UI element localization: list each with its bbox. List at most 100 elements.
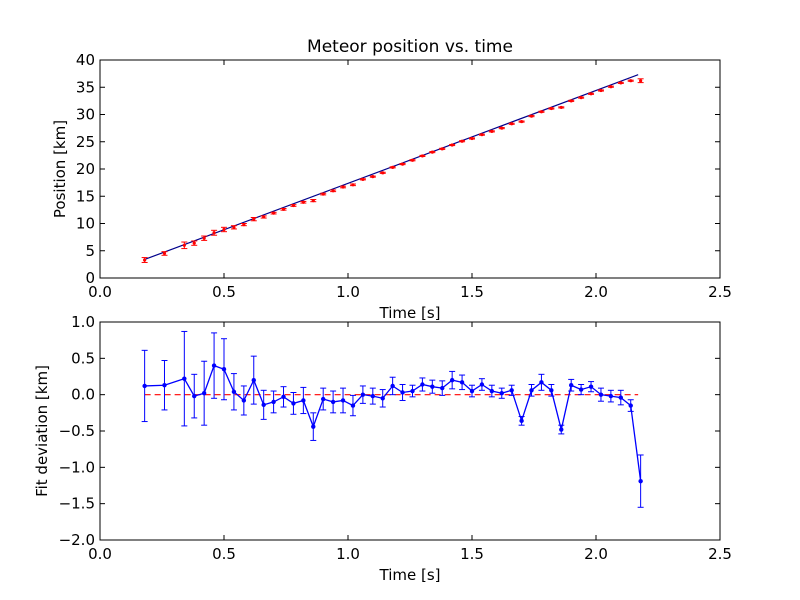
position-chart-x-axis-label: Time [s] [379, 304, 441, 322]
position-point [490, 129, 494, 133]
position-point [400, 162, 405, 166]
position-point [351, 183, 355, 187]
deviation-point [459, 380, 465, 385]
position-point [321, 192, 325, 196]
deviation-point [201, 391, 207, 396]
position-point [143, 258, 147, 262]
position-point [510, 122, 514, 126]
position-point [520, 119, 524, 124]
position-chart-y-tick-label: 20 [76, 160, 95, 178]
position-point [341, 185, 345, 189]
deviation-chart-ticks: 0.0 0.5 1.0 1.5 2.0 2.5 1.0 0.5 0.0 −0.5 −1.0 −1.5 −… [59, 313, 732, 563]
position-chart-y-tick-label: 0 [85, 269, 95, 287]
deviation-point [221, 367, 227, 372]
position-point [242, 222, 246, 227]
position-point [579, 96, 583, 100]
deviation-point [410, 388, 415, 394]
deviation-chart-y-tick-label: −1.5 [59, 495, 95, 513]
position-chart-ticks: 0.0 0.5 1.0 1.5 2.0 2.5 0 5 10 15 20 25 30 35 40 [76, 51, 732, 301]
position-point [450, 143, 454, 147]
deviation-point [261, 402, 266, 408]
deviation-chart-x-tick-label: 2.5 [708, 545, 732, 563]
deviation-point [321, 396, 326, 402]
position-chart-x-tick-label: 1.5 [460, 283, 484, 301]
deviation-chart-x-tick-label: 1.0 [336, 545, 360, 563]
position-chart-y-tick-label: 40 [76, 51, 95, 69]
deviation-point [271, 399, 276, 405]
deviation-point [380, 396, 385, 401]
position-chart-y-tick-label: 10 [76, 215, 95, 233]
deviation-point [301, 398, 306, 403]
deviation-point [489, 388, 495, 394]
position-point [460, 139, 464, 143]
position-chart-x-tick-label: 2.5 [708, 283, 732, 301]
deviation-point [638, 478, 643, 484]
position-point [162, 251, 167, 256]
position-chart-y-axis-label: Position [km] [51, 120, 69, 218]
position-point [252, 217, 256, 221]
deviation-point [251, 377, 256, 383]
deviation-chart-y-tick-label: −1.0 [59, 458, 95, 476]
deviation-chart-y-tick-label: −0.5 [59, 422, 95, 440]
deviation-point [211, 363, 217, 368]
position-point [440, 147, 444, 151]
position-point [539, 110, 544, 114]
position-point [629, 79, 633, 83]
position-chart-frame [99, 59, 721, 279]
position-point [420, 154, 424, 158]
deviation-point [400, 390, 405, 395]
deviation-point [569, 383, 574, 388]
position-point [480, 133, 484, 137]
position-point [281, 207, 286, 211]
deviation-point [559, 427, 564, 432]
deviation-chart-x-axis-label: Time [s] [379, 566, 441, 584]
position-chart-title: Meteor position vs. time [307, 37, 513, 57]
deviation-chart-x-tick-label: 2.0 [584, 545, 608, 563]
deviation-point [549, 388, 554, 393]
deviation-point [499, 391, 504, 396]
position-chart-y-tick-label: 25 [76, 133, 95, 151]
position-point [529, 114, 534, 118]
deviation-chart-marks [141, 330, 644, 508]
position-point [182, 243, 186, 247]
position-point [232, 225, 236, 229]
position-point [202, 236, 206, 240]
position-point [212, 231, 216, 235]
deviation-point [231, 389, 237, 394]
position-chart-y-tick-label: 35 [76, 78, 95, 96]
position-point [500, 126, 504, 130]
deviation-point [588, 384, 594, 389]
deviation-point [142, 383, 147, 389]
position-point [589, 92, 593, 96]
deviation-point [192, 393, 197, 399]
deviation-point [529, 388, 534, 393]
position-point [331, 189, 335, 193]
deviation-point [162, 383, 167, 388]
deviation-point [241, 398, 247, 403]
deviation-point [578, 387, 584, 392]
deviation-point [539, 380, 544, 385]
position-chart-x-tick-label: 0.0 [88, 283, 112, 301]
deviation-chart-y-tick-label: 1.0 [71, 313, 95, 331]
deviation-point [509, 388, 514, 393]
deviation-chart-x-tick-label: 0.5 [212, 545, 236, 563]
position-chart-x-tick-label: 1.0 [336, 283, 360, 301]
position-chart-marks [141, 74, 644, 263]
deviation-chart: 0.0 0.5 1.0 1.5 2.0 2.5 1.0 0.5 0.0 −0.5 −1.0 −1.5 −… [33, 313, 732, 584]
position-chart-y-tick-label: 15 [76, 187, 95, 205]
position-chart-y-tick-label: 30 [76, 106, 95, 124]
position-point [569, 99, 573, 103]
deviation-point [469, 388, 475, 394]
position-point [391, 165, 395, 169]
position-point [549, 106, 553, 111]
position-point [410, 158, 415, 162]
position-point [599, 88, 603, 93]
position-chart-x-tick-label: 0.5 [212, 283, 236, 301]
position-point [470, 136, 474, 141]
deviation-point [350, 403, 356, 408]
deviation-chart-x-tick-label: 0.0 [88, 545, 112, 563]
deviation-point [360, 392, 366, 397]
deviation-point [618, 395, 623, 400]
deviation-point [390, 383, 395, 389]
